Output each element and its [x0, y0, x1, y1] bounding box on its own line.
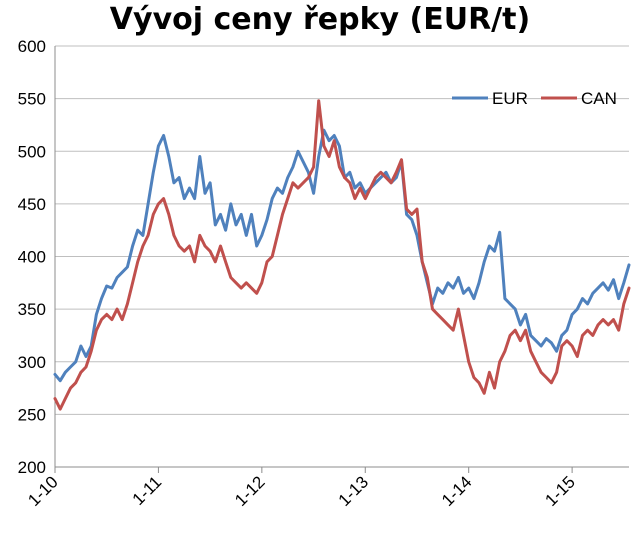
x-tick-label-1-13: 1-13: [335, 472, 372, 509]
y-tick-label-350: 350: [18, 300, 46, 319]
y-tick-label-450: 450: [18, 195, 46, 214]
series-line-eur: [53, 128, 631, 383]
y-tick-label-250: 250: [18, 405, 46, 424]
y-tick-label-300: 300: [18, 353, 46, 372]
x-tick-label-1-14: 1-14: [438, 472, 475, 509]
legend-label-eur: EUR: [492, 89, 528, 108]
y-tick-label-600: 600: [18, 37, 46, 56]
y-tick-label-200: 200: [18, 458, 46, 477]
x-tick-label-1-15: 1-15: [541, 472, 578, 509]
y-tick-label-400: 400: [18, 248, 46, 267]
x-tick-label-1-10: 1-10: [24, 472, 61, 509]
chart-title: Vývoj ceny řepky (EUR/t): [109, 2, 531, 37]
x-tick-label-1-12: 1-12: [231, 472, 268, 509]
x-tick-label-1-11: 1-11: [129, 472, 166, 509]
y-tick-label-550: 550: [18, 90, 46, 109]
legend-label-can: CAN: [581, 89, 617, 108]
y-tick-label-500: 500: [18, 142, 46, 161]
series-line-can: [53, 99, 631, 411]
